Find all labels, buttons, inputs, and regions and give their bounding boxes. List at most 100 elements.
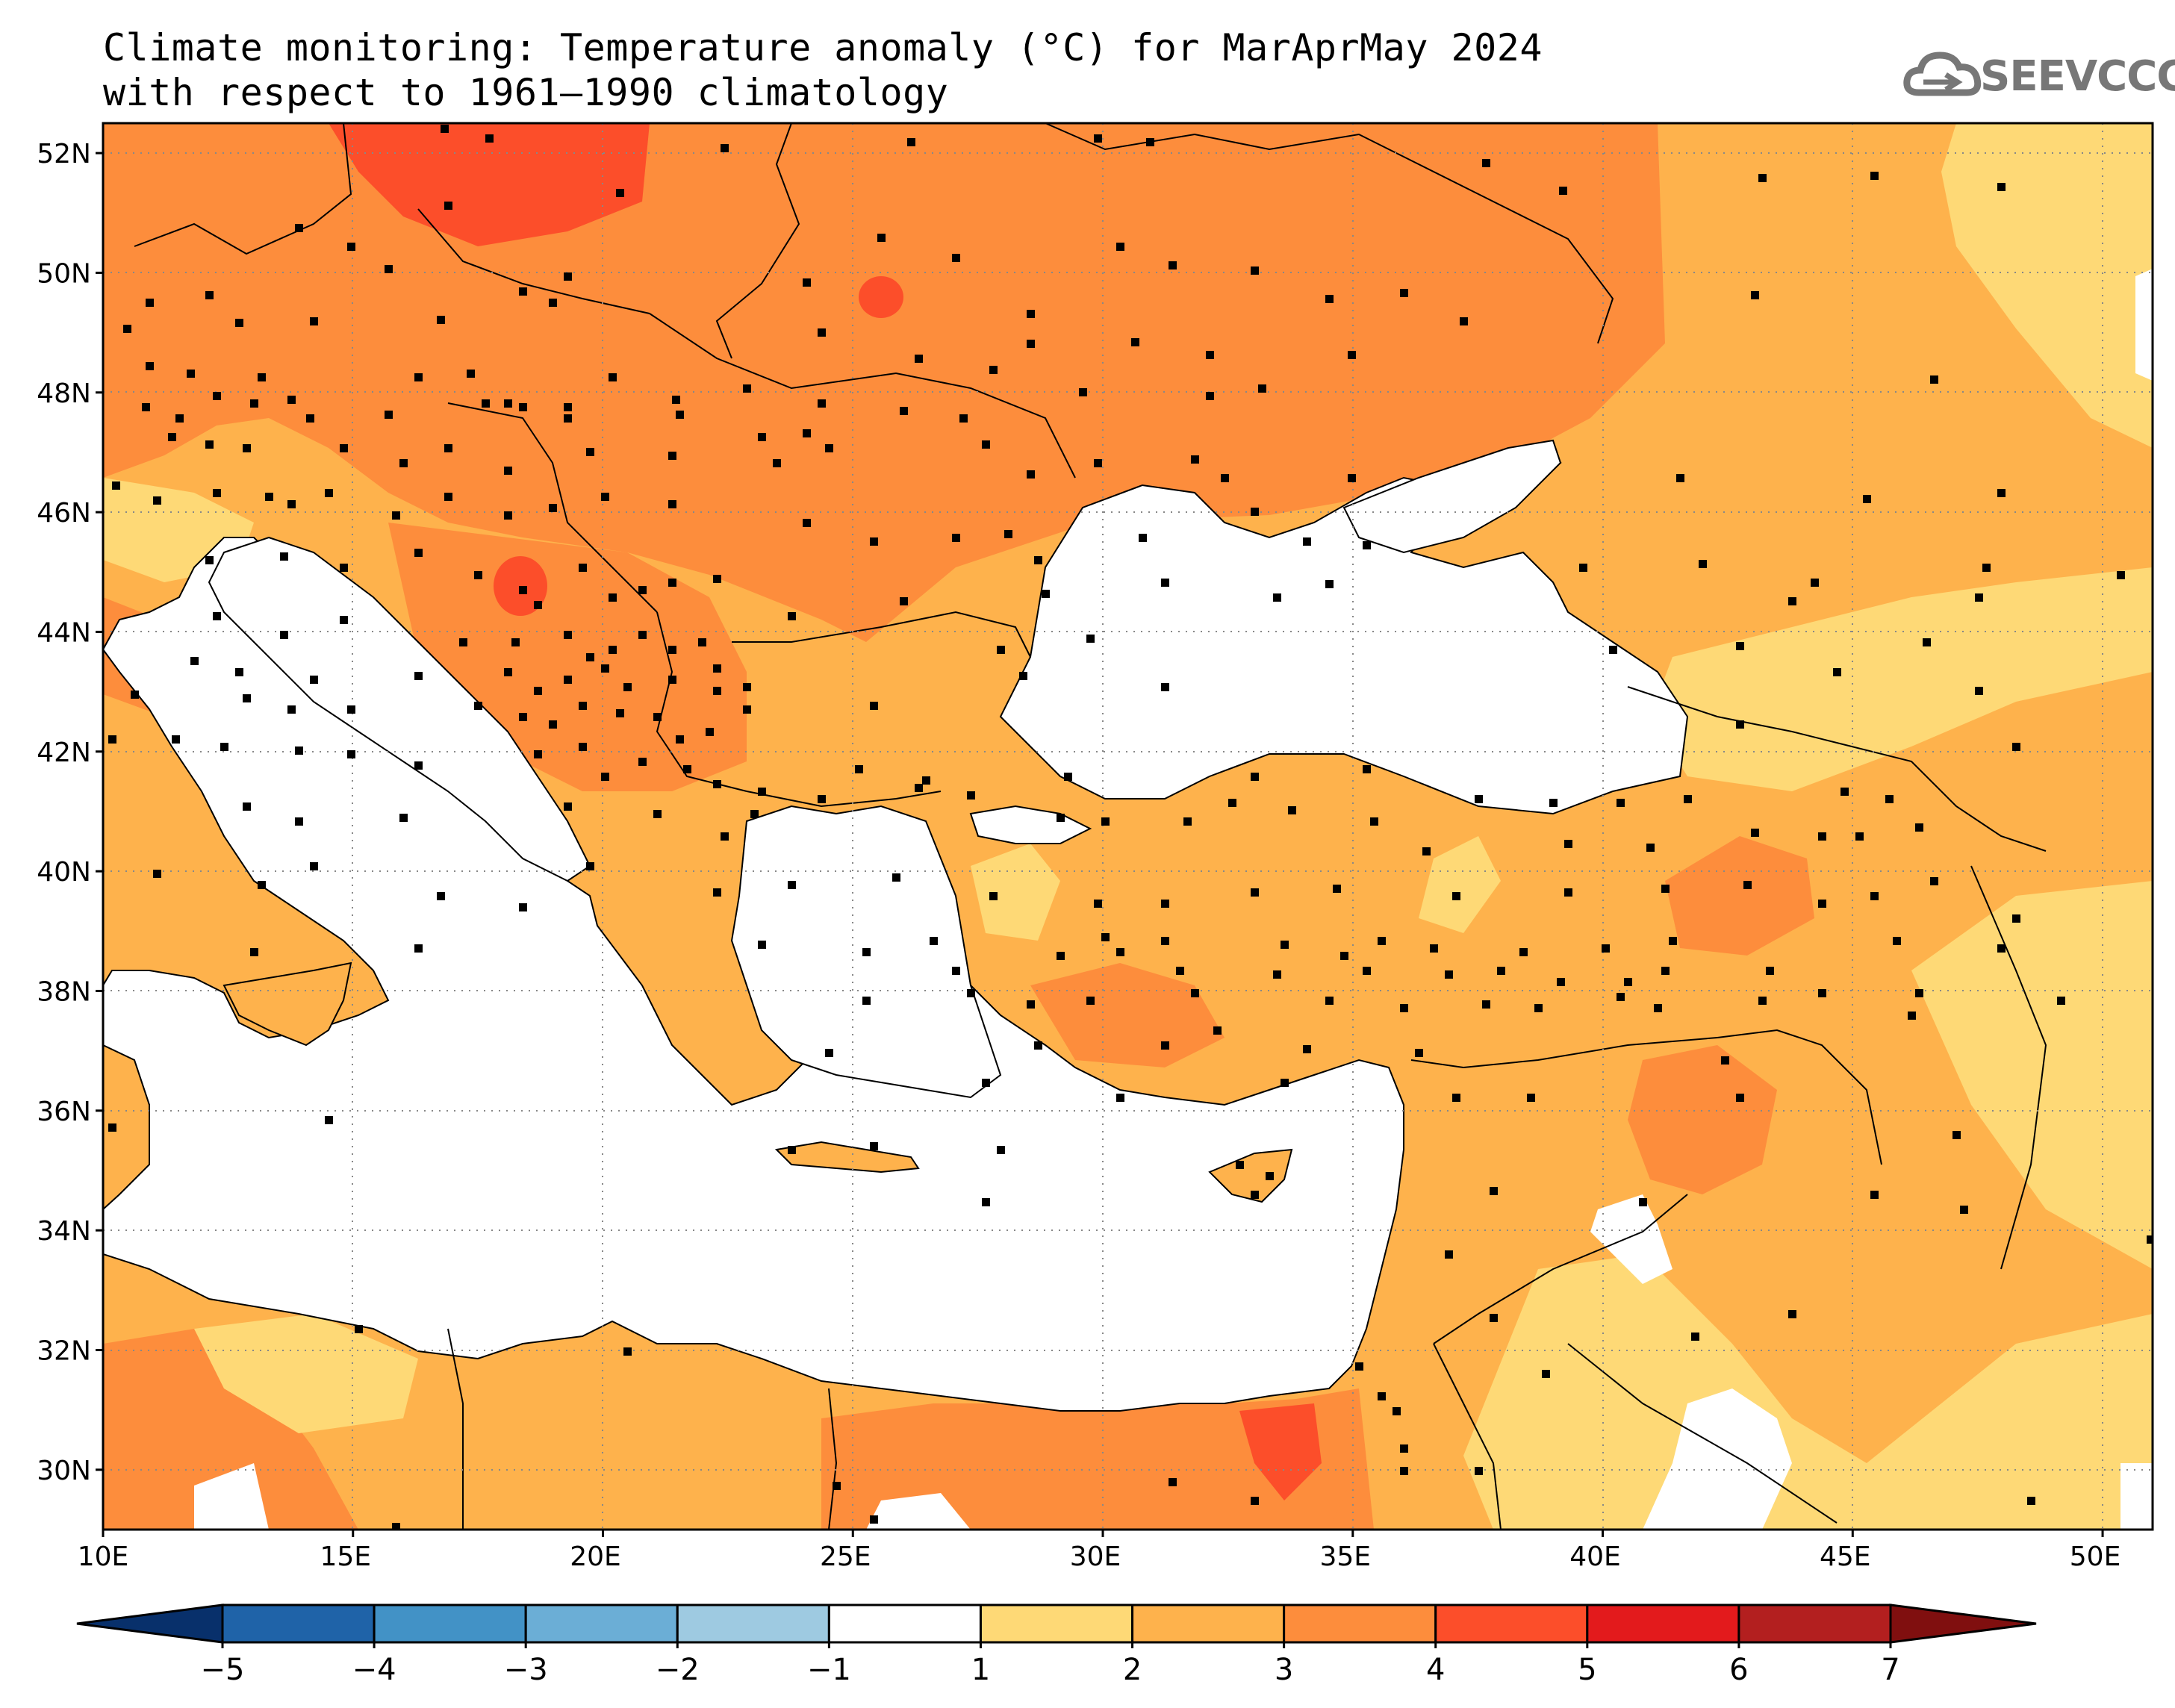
anomaly-zone-1to2-north-africa <box>194 1314 418 1433</box>
station-marker <box>1751 829 1759 837</box>
station-marker <box>1549 799 1558 807</box>
station-marker <box>310 317 318 325</box>
station-marker <box>1363 541 1371 549</box>
station-marker <box>609 593 617 602</box>
station-marker <box>1475 1467 1483 1475</box>
anomaly-zone-3to4-turkey-south <box>1030 963 1225 1068</box>
station-marker <box>265 493 273 501</box>
station-marker <box>1788 1310 1796 1318</box>
station-marker <box>1393 1407 1401 1415</box>
station-marker <box>534 750 542 758</box>
station-marker <box>1206 392 1214 400</box>
station-marker <box>1086 635 1095 643</box>
station-marker <box>1661 967 1670 975</box>
station-marker <box>982 440 990 449</box>
station-marker <box>1818 900 1826 908</box>
station-marker <box>1027 1000 1035 1009</box>
station-marker <box>1818 832 1826 841</box>
station-marker <box>623 1347 632 1356</box>
lat-tick-label: 40N <box>37 857 91 888</box>
station-marker <box>1475 795 1483 803</box>
station-marker <box>131 691 139 699</box>
colorbar-max-arrow <box>1889 1603 2037 1644</box>
colorbar-box <box>979 1603 1134 1644</box>
station-marker <box>788 881 796 889</box>
station-marker <box>1086 997 1095 1005</box>
station-marker <box>862 997 871 1005</box>
station-marker <box>1281 1079 1289 1087</box>
station-marker <box>1676 474 1684 482</box>
station-marker <box>146 299 154 307</box>
station-marker <box>1131 338 1139 346</box>
cloud-icon <box>1903 52 1982 96</box>
lat-tick-label: 34N <box>37 1216 91 1247</box>
station-marker <box>601 493 609 501</box>
station-marker <box>1161 1041 1169 1050</box>
station-marker <box>1430 1564 1438 1572</box>
station-marker <box>1788 597 1796 605</box>
station-marker <box>399 459 408 467</box>
station-marker <box>870 537 878 546</box>
station-marker <box>616 709 624 717</box>
station-marker <box>1997 183 2006 191</box>
station-marker <box>205 291 214 299</box>
station-marker <box>1303 1045 1311 1053</box>
station-marker <box>549 504 557 512</box>
station-marker <box>287 705 296 714</box>
station-marker <box>1251 888 1259 897</box>
colorbar-box <box>827 1603 982 1644</box>
lat-tick-label: 38N <box>37 976 91 1007</box>
lon-tick-label: 10E <box>78 1542 129 1572</box>
lat-tick-label: 46N <box>37 498 91 529</box>
station-marker <box>1251 773 1259 781</box>
station-marker <box>385 411 393 419</box>
station-marker <box>952 254 960 262</box>
station-marker <box>1288 806 1296 814</box>
station-marker <box>325 489 333 497</box>
station-marker <box>1519 948 1528 956</box>
station-marker <box>1721 1056 1729 1065</box>
colorbar-label: 2 <box>1123 1653 1142 1687</box>
title-line-1: Climate monitoring: Temperature anomaly … <box>103 26 1543 69</box>
colorbar: −5 −4 −3 −2 −1 1 2 3 4 5 6 7 <box>76 1603 2037 1687</box>
station-marker <box>519 287 527 296</box>
station-marker <box>758 433 766 441</box>
station-marker <box>1557 978 1565 986</box>
station-marker <box>870 1142 878 1150</box>
station-marker <box>310 862 318 870</box>
station-marker <box>1161 900 1169 908</box>
station-marker <box>1654 1004 1662 1012</box>
station-marker <box>1430 944 1438 953</box>
station-marker <box>586 448 594 456</box>
station-marker <box>1564 888 1572 897</box>
station-marker <box>243 444 251 452</box>
station-marker <box>280 631 288 639</box>
station-marker <box>243 694 251 702</box>
anomaly-zone-3to4-balkans <box>388 523 747 791</box>
station-marker <box>1094 900 1102 908</box>
station-marker <box>564 403 572 411</box>
station-marker <box>392 1523 400 1530</box>
station-marker <box>1027 470 1035 479</box>
station-marker <box>1094 459 1102 467</box>
station-marker <box>1915 823 1923 832</box>
station-marker <box>1101 933 1110 941</box>
station-marker <box>519 903 527 911</box>
station-marker <box>474 571 482 579</box>
station-marker <box>982 1198 990 1206</box>
station-marker <box>1975 687 1983 695</box>
anomaly-zone-4to5-sinai <box>1239 1403 1322 1500</box>
station-marker <box>1116 243 1124 251</box>
station-marker <box>123 325 131 333</box>
colorbar-label: −3 <box>504 1653 548 1687</box>
station-marker <box>2117 571 2125 579</box>
station-marker <box>721 832 729 841</box>
colorbar-box <box>1586 1603 1740 1644</box>
station-marker <box>385 265 393 273</box>
station-marker <box>1348 351 1356 359</box>
station-marker <box>504 511 512 520</box>
station-marker <box>1684 795 1692 803</box>
station-marker <box>142 403 150 411</box>
station-marker <box>1661 885 1670 893</box>
station-marker <box>2012 914 2020 923</box>
